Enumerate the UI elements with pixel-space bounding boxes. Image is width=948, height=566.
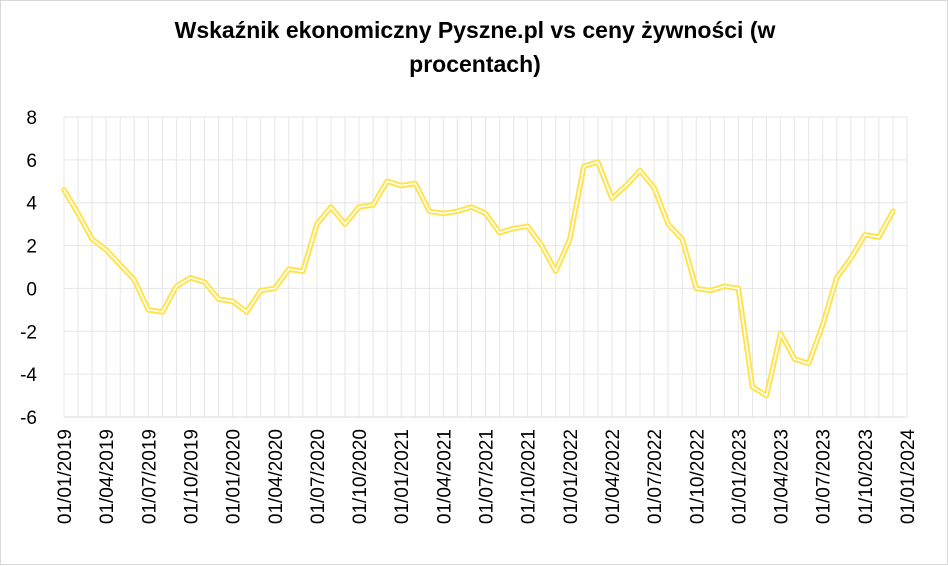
x-tick-label: 01/04/2022 (603, 429, 624, 524)
x-tick-label: 01/01/2020 (224, 429, 245, 524)
x-tick-label: 01/07/2023 (814, 429, 835, 524)
y-tick-label: 2 (26, 237, 37, 258)
y-tick-label: 8 (26, 108, 37, 129)
y-tick-label: 4 (26, 194, 37, 215)
x-tick-label: 01/01/2023 (729, 429, 750, 524)
y-tick-label: -6 (20, 408, 37, 429)
y-tick-label: -2 (20, 322, 37, 343)
x-tick-label: 01/04/2019 (97, 429, 118, 524)
x-tick-label: 01/07/2020 (308, 429, 329, 524)
x-tick-label: 01/07/2022 (645, 429, 666, 524)
x-tick-label: 01/10/2020 (350, 429, 371, 524)
x-tick-label: 01/07/2019 (139, 429, 160, 524)
x-tick-label: 01/01/2021 (392, 429, 413, 524)
x-tick-label: 01/10/2022 (687, 429, 708, 524)
y-tick-label: 0 (26, 279, 37, 300)
x-tick-label: 01/04/2021 (434, 429, 455, 524)
y-tick-label: -4 (20, 365, 37, 386)
x-tick-label: 01/04/2020 (266, 429, 287, 524)
x-tick-label: 01/01/2019 (55, 429, 76, 524)
x-tick-label: 01/01/2022 (561, 429, 582, 524)
x-tick-label: 01/01/2024 (898, 429, 919, 525)
y-tick-label: 6 (26, 151, 37, 172)
x-tick-label: 01/04/2023 (772, 429, 793, 524)
series-line-inner (64, 162, 893, 396)
x-tick-label: 01/10/2023 (856, 429, 877, 524)
x-tick-label: 01/10/2021 (519, 429, 540, 524)
x-tick-label: 01/07/2021 (477, 429, 498, 524)
x-tick-label: 01/10/2019 (181, 429, 202, 524)
